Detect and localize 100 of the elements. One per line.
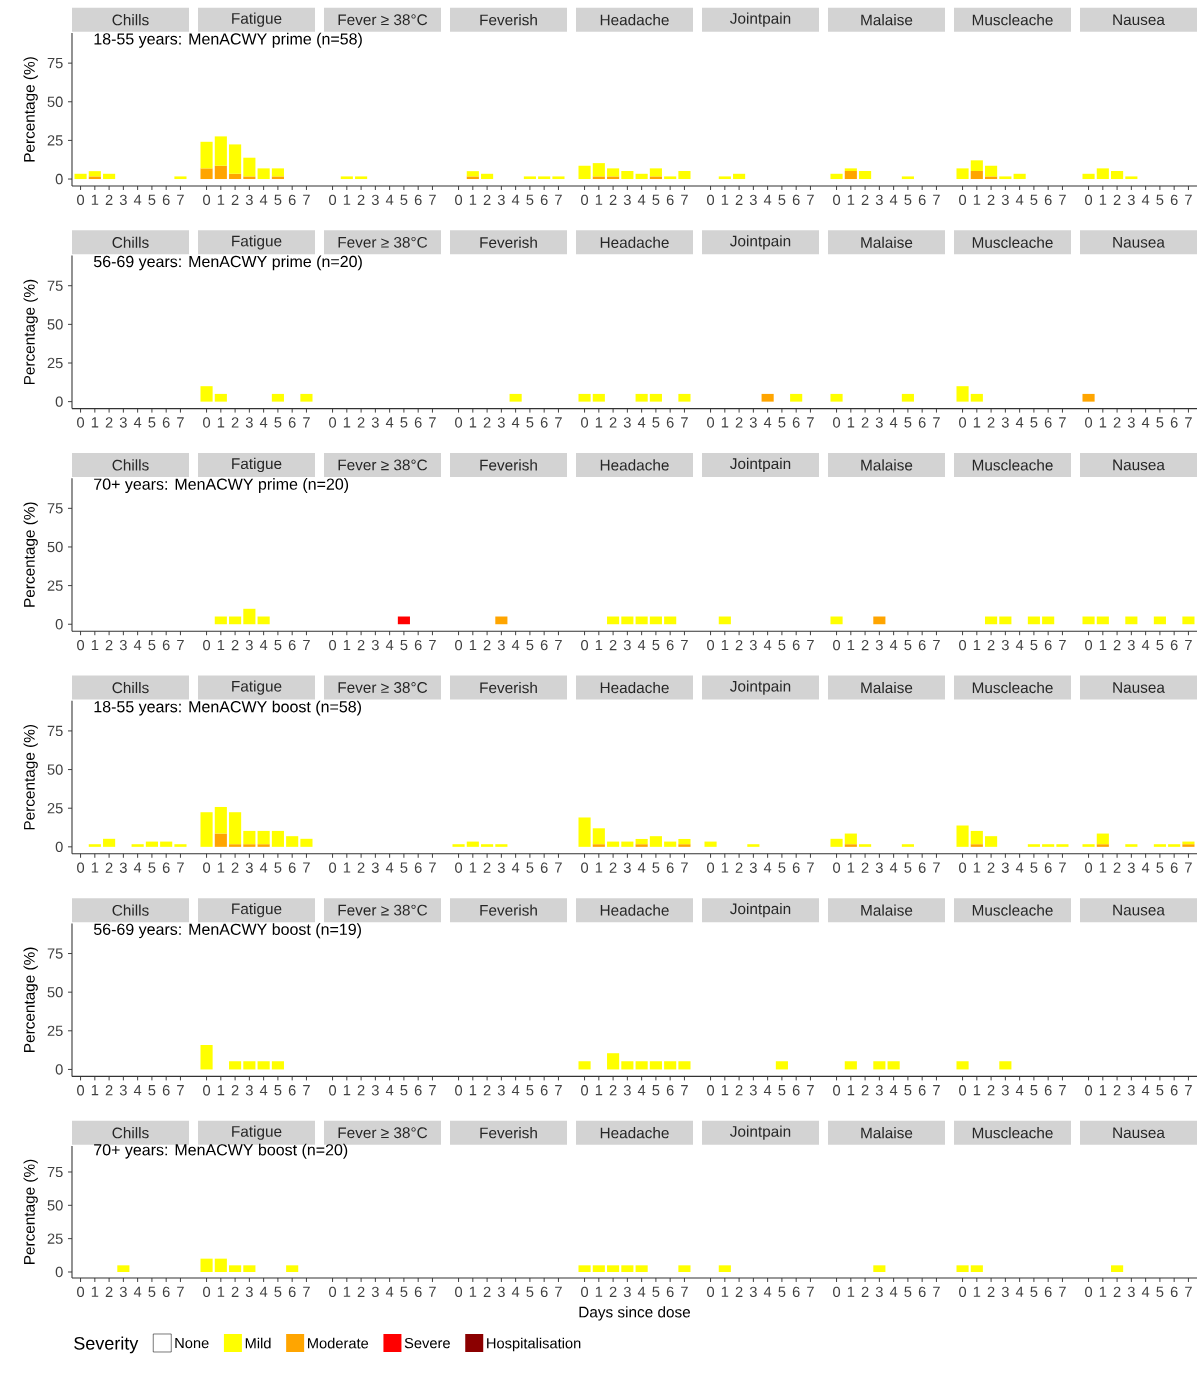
x-tick-label: 6 (1044, 1286, 1052, 1298)
x-tick-label: 4 (259, 639, 268, 650)
x-tick-label: 4 (385, 417, 394, 428)
x-tick-label: 1 (973, 1085, 981, 1096)
text: Muscleache (972, 14, 1053, 26)
text: Nausea (1113, 236, 1165, 248)
x-tick-label: 3 (749, 194, 757, 206)
x-tick-label: 1 (595, 639, 603, 650)
text: Jointpain (730, 680, 791, 695)
x-tick-label: 1 (721, 862, 729, 873)
x-tick-label: 2 (609, 1286, 617, 1297)
text: Chills (112, 236, 149, 248)
x-tick-label: 6 (414, 1286, 422, 1298)
x-tick-label: 2 (987, 1085, 995, 1096)
x-tick-label: 1 (343, 194, 351, 205)
x-tick-label: 0 (77, 417, 85, 428)
x-tick-label: 2 (231, 194, 239, 205)
x-tick-label: 2 (1113, 862, 1121, 873)
text: Muscleache (972, 904, 1053, 916)
x-tick-label: 0 (77, 1286, 85, 1298)
x-tick-label: 6 (666, 417, 674, 428)
text: Fatigue (232, 1125, 282, 1140)
x-tick-label: 6 (1044, 639, 1052, 651)
x-tick-label: 0 (329, 639, 337, 651)
x-tick-label: 0 (455, 862, 463, 873)
x-tick-label: 5 (904, 639, 912, 651)
x-tick-label: 2 (1113, 1286, 1121, 1297)
x-tick-label: 3 (875, 862, 883, 873)
x-tick-label: 5 (904, 1286, 912, 1297)
x-tick-label: 7 (807, 417, 814, 428)
x-tick-label: 4 (763, 862, 772, 873)
x-tick-label: 0 (581, 1085, 589, 1096)
x-tick-label: 0 (581, 862, 589, 873)
x-tick-label: 2 (483, 194, 491, 205)
x-tick-label: 7 (807, 194, 814, 205)
x-tick-label: 1 (1099, 1286, 1107, 1297)
bar (243, 157, 256, 177)
text: Chills (112, 681, 149, 694)
x-tick-label: 1 (469, 862, 477, 873)
x-tick-label: 2 (357, 639, 365, 651)
x-tick-label: 6 (288, 862, 296, 873)
x-tick-label: 6 (1170, 1286, 1178, 1298)
x-tick-label: 2 (861, 194, 869, 205)
x-tick-label: 1 (1099, 194, 1107, 205)
x-tick-label: 2 (861, 1085, 869, 1096)
x-tick-label: 7 (177, 862, 184, 873)
text: Malaise (861, 1127, 913, 1139)
x-tick-label: 0 (833, 639, 841, 651)
text: Fatigue (232, 680, 282, 695)
x-tick-label: 6 (666, 862, 674, 873)
x-tick-label: 5 (904, 194, 912, 205)
x-tick-label: 0 (833, 417, 841, 428)
x-tick-label: 3 (623, 417, 631, 428)
x-tick-label: 3 (875, 639, 883, 651)
x-tick-label: 4 (637, 1286, 646, 1297)
x-tick-label: 0 (203, 862, 211, 873)
x-tick-label: 7 (555, 1085, 562, 1096)
x-tick-label: 4 (889, 1085, 898, 1096)
x-tick-label: 4 (1141, 194, 1150, 205)
x-tick-label: 6 (1170, 1085, 1178, 1096)
x-tick-label: 2 (357, 417, 365, 428)
x-tick-label: 4 (133, 639, 142, 650)
x-tick-label: 4 (385, 1286, 394, 1297)
x-tick-label: 7 (555, 194, 562, 205)
x-tick-label: 2 (105, 194, 113, 205)
legend-label: Moderate (308, 1337, 369, 1349)
x-tick-label: 2 (735, 639, 743, 651)
x-tick-label: 2 (609, 862, 617, 873)
x-tick-label: 6 (540, 862, 548, 873)
x-tick-label: 6 (918, 194, 926, 206)
x-tick-label: 3 (1001, 639, 1009, 651)
x-tick-label: 3 (623, 639, 631, 651)
y-axis-title: Percentage (%) (23, 502, 38, 607)
x-tick-label: 6 (792, 194, 800, 206)
x-tick-label: 6 (288, 639, 296, 651)
x-tick-label: 3 (623, 194, 631, 206)
x-tick-label: 3 (749, 862, 757, 873)
text: Fatigue (232, 902, 282, 918)
text: Feverish (480, 1127, 537, 1139)
text: Fever ≥ 38°C (338, 1127, 428, 1139)
y-tick-label: 75 (47, 58, 63, 69)
x-tick-label: 4 (511, 417, 520, 428)
x-tick-label: 0 (455, 194, 463, 206)
x-tick-label: 2 (735, 417, 743, 428)
x-tick-label: 4 (889, 862, 898, 873)
x-tick-label: 2 (987, 417, 995, 428)
x-tick-label: 4 (259, 194, 268, 205)
bar (1111, 171, 1124, 180)
x-tick-label: 0 (329, 194, 337, 206)
x-tick-label: 6 (540, 639, 548, 651)
x-tick-label: 3 (1001, 862, 1009, 873)
x-tick-label: 1 (973, 862, 981, 873)
x-tick-label: 3 (245, 1085, 253, 1096)
y-tick-label: 25 (47, 135, 63, 146)
x-tick-label: 3 (1127, 1286, 1135, 1298)
x-tick-label: 7 (1185, 1085, 1192, 1096)
x-tick-label: 1 (1099, 1085, 1107, 1096)
x-tick-label: 6 (162, 639, 170, 651)
x-tick-label: 1 (91, 862, 99, 873)
x-tick-label: 1 (217, 1286, 225, 1297)
